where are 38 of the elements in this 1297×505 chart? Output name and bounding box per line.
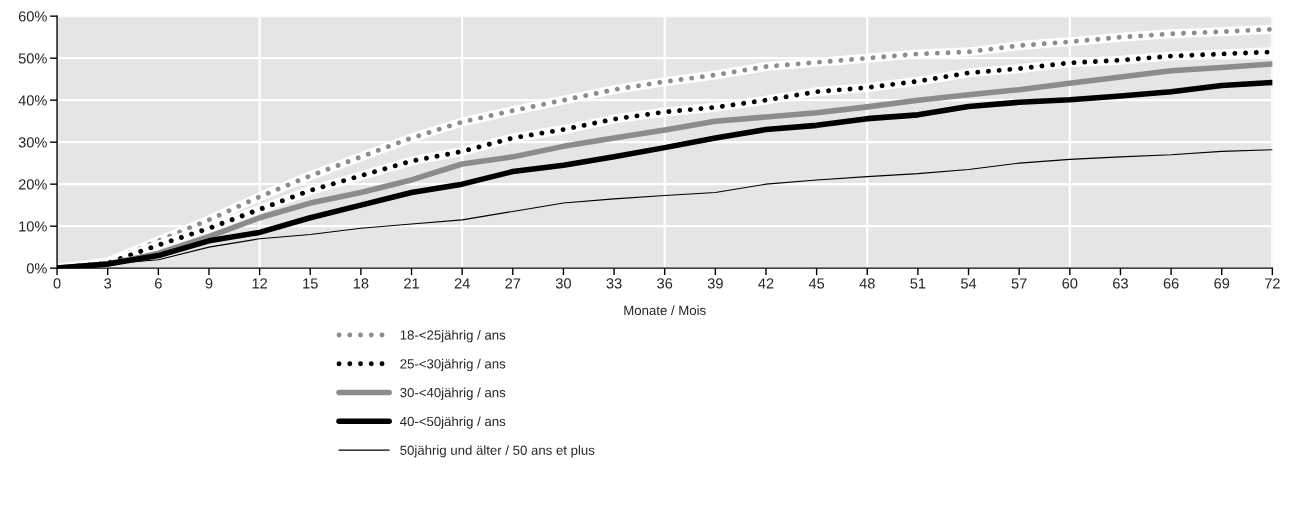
y-tick-label: 30%	[18, 137, 47, 148]
y-tick-label: 0%	[26, 263, 47, 274]
x-tick-label: 21	[404, 278, 419, 289]
legend-label: 25-<30jährig / ans	[400, 358, 506, 372]
x-tick-label: 72	[1264, 278, 1280, 289]
x-tick-label: 45	[808, 278, 825, 289]
y-tick-label: 60%	[18, 11, 47, 22]
x-tick-label: 42	[758, 278, 774, 289]
legend-label: 30-<40jährig / ans	[400, 387, 506, 400]
x-tick-label: 33	[606, 278, 622, 289]
x-tick-label: 60	[1062, 278, 1078, 289]
x-tick-label: 6	[155, 278, 162, 289]
x-tick-label: 12	[252, 278, 267, 289]
x-tick-label: 48	[859, 278, 875, 289]
x-tick-label: 15	[303, 278, 318, 289]
x-tick-label: 18	[353, 278, 369, 289]
y-tick-label: 20%	[18, 179, 47, 190]
x-axis-title: Monate / Mois	[624, 305, 706, 316]
x-tick-label: 69	[1214, 278, 1230, 289]
x-tick-label: 66	[1163, 278, 1179, 289]
x-tick-label: 51	[910, 278, 926, 289]
legend-label: 50jährig und älter / 50 ans et plus	[400, 445, 595, 458]
x-tick-label: 54	[961, 278, 977, 289]
y-tick-label: 50%	[18, 53, 47, 64]
x-tick-label: 0	[53, 278, 61, 289]
x-tick-label: 27	[505, 278, 521, 289]
x-tick-label: 24	[454, 278, 470, 289]
x-tick-label: 9	[205, 278, 213, 289]
x-tick-label: 30	[555, 278, 571, 289]
y-tick-label: 10%	[19, 221, 47, 232]
legend-label: 40-<50jährig / ans	[400, 416, 506, 429]
x-tick-label: 36	[657, 278, 673, 289]
y-tick-label: 40%	[18, 95, 47, 106]
legend-label: 18-<25jährig / ans	[400, 330, 506, 343]
x-tick-label: 3	[104, 278, 112, 289]
x-tick-label: 57	[1011, 278, 1027, 289]
x-tick-label: 63	[1113, 278, 1128, 289]
x-tick-label: 39	[707, 278, 723, 289]
